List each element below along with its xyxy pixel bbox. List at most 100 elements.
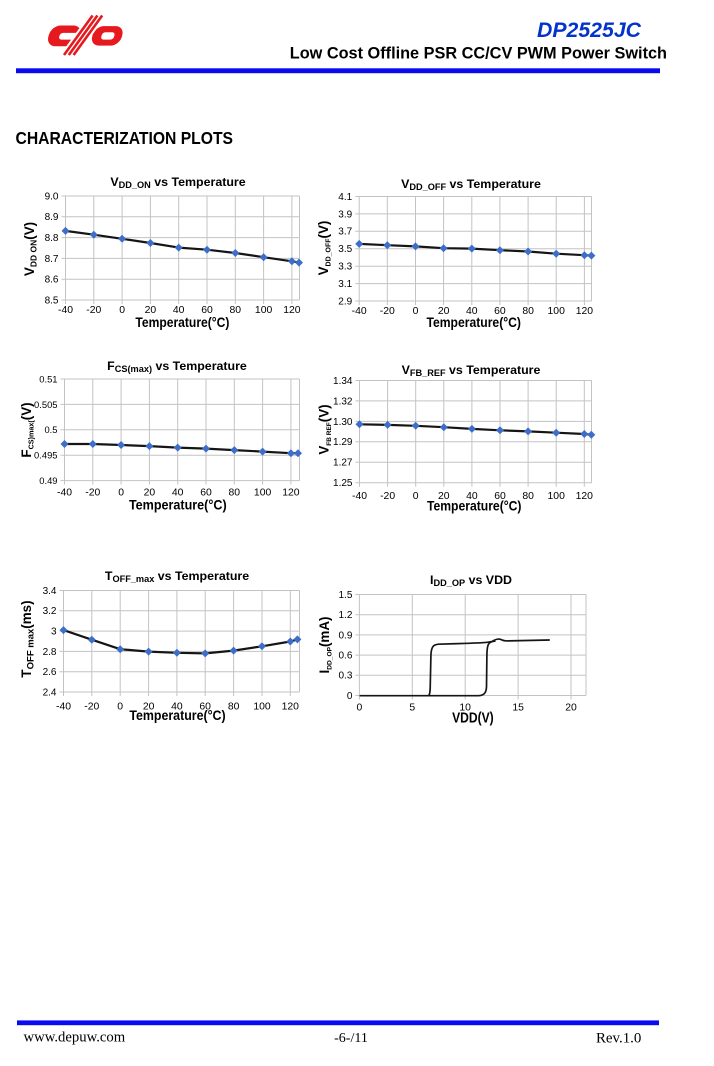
svg-text:0: 0	[413, 491, 419, 502]
svg-text:VDD_OFF vs Temperature: VDD_OFF vs Temperature	[401, 177, 541, 192]
svg-text:20: 20	[143, 701, 155, 712]
svg-text:VDD(V): VDD(V)	[452, 710, 494, 727]
svg-text:0.6: 0.6	[338, 651, 352, 662]
svg-text:100: 100	[255, 305, 273, 316]
svg-text:3.4: 3.4	[43, 586, 57, 597]
svg-text:Temperature(°C): Temperature(°C)	[426, 314, 521, 330]
svg-text:3.3: 3.3	[338, 262, 352, 273]
svg-text:40: 40	[466, 306, 478, 317]
svg-text:1.25: 1.25	[333, 478, 353, 489]
svg-text:40: 40	[171, 701, 183, 712]
svg-text:100: 100	[548, 491, 566, 502]
svg-text:3.5: 3.5	[338, 244, 352, 255]
svg-text:TOFF max(ms): TOFF max(ms)	[19, 600, 36, 677]
svg-text:1.27: 1.27	[333, 458, 353, 469]
svg-text:3.9: 3.9	[338, 209, 352, 220]
svg-text:0.51: 0.51	[39, 373, 57, 384]
svg-text:FCS)max((V): FCS)max((V)	[19, 402, 35, 457]
svg-text:15: 15	[512, 703, 524, 714]
svg-text:0: 0	[119, 305, 125, 316]
svg-text:-40: -40	[56, 701, 71, 712]
svg-text:0: 0	[413, 306, 419, 317]
svg-text:0: 0	[347, 691, 353, 702]
svg-text:8.8: 8.8	[45, 233, 59, 244]
svg-text:0.505: 0.505	[34, 399, 57, 410]
svg-text:0: 0	[117, 701, 123, 712]
svg-text:80: 80	[522, 491, 534, 502]
svg-text:-40: -40	[58, 305, 73, 316]
svg-text:60: 60	[200, 487, 212, 498]
svg-text:80: 80	[522, 306, 534, 317]
svg-text:100: 100	[548, 306, 566, 317]
svg-text:1.30: 1.30	[333, 417, 353, 428]
svg-text:60: 60	[201, 305, 213, 316]
svg-text:60: 60	[494, 491, 506, 502]
svg-text:120: 120	[282, 701, 300, 712]
svg-text:TOFF_max vs Temperature: TOFF_max vs Temperature	[105, 569, 249, 584]
svg-text:0: 0	[357, 703, 363, 714]
svg-text:Temperature(°C): Temperature(°C)	[129, 707, 225, 723]
svg-text:FCS(max) vs Temperature: FCS(max) vs Temperature	[107, 359, 247, 374]
svg-text:-40: -40	[57, 487, 72, 498]
svg-text:40: 40	[172, 487, 184, 498]
svg-text:1.32: 1.32	[333, 396, 353, 407]
svg-text:-6-/11: -6-/11	[334, 1031, 368, 1046]
svg-text:40: 40	[173, 305, 185, 316]
svg-text:40: 40	[466, 491, 478, 502]
svg-text:0.3: 0.3	[338, 671, 352, 682]
svg-text:2.4: 2.4	[43, 687, 57, 698]
svg-text:80: 80	[230, 305, 242, 316]
svg-text:-20: -20	[85, 487, 100, 498]
svg-text:IDD_OP(mA): IDD_OP(mA)	[317, 617, 333, 674]
svg-text:1.34: 1.34	[333, 376, 353, 387]
svg-text:3.2: 3.2	[43, 606, 57, 617]
svg-text:60: 60	[199, 701, 211, 712]
svg-text:VDD_OFF(V): VDD_OFF(V)	[316, 221, 332, 276]
svg-text:VDD_ON vs Temperature: VDD_ON vs Temperature	[110, 175, 245, 190]
svg-text:120: 120	[282, 487, 300, 498]
svg-text:120: 120	[283, 305, 301, 316]
svg-text:VDD ON(V): VDD ON(V)	[22, 222, 38, 276]
svg-text:8.9: 8.9	[45, 212, 59, 223]
svg-text:20: 20	[565, 703, 577, 714]
svg-text:2.9: 2.9	[338, 296, 352, 307]
svg-text:1.2: 1.2	[338, 610, 352, 621]
svg-text:1.5: 1.5	[338, 590, 352, 601]
svg-text:2.8: 2.8	[43, 647, 57, 658]
svg-text:-20: -20	[380, 491, 395, 502]
svg-text:100: 100	[254, 487, 272, 498]
svg-text:DP2525JC: DP2525JC	[537, 18, 641, 42]
svg-text:80: 80	[229, 487, 241, 498]
svg-text:0: 0	[118, 487, 124, 498]
svg-text:www.depuw.com: www.depuw.com	[24, 1030, 126, 1046]
svg-text:60: 60	[494, 306, 506, 317]
svg-text:120: 120	[576, 491, 594, 502]
svg-text:3.1: 3.1	[338, 279, 352, 290]
svg-text:0.5: 0.5	[44, 424, 57, 435]
svg-text:-20: -20	[86, 305, 101, 316]
svg-text:5: 5	[409, 703, 415, 714]
svg-text:CHARACTERIZATION PLOTS: CHARACTERIZATION PLOTS	[16, 128, 234, 148]
svg-text:Temperature(°C): Temperature(°C)	[135, 314, 229, 330]
svg-text:2.6: 2.6	[43, 667, 57, 678]
svg-text:Rev.1.0: Rev.1.0	[596, 1031, 641, 1047]
svg-text:9.0: 9.0	[45, 191, 59, 202]
svg-text:-20: -20	[380, 306, 395, 317]
svg-text:20: 20	[438, 306, 450, 317]
svg-text:VFB REF(V): VFB REF(V)	[317, 404, 333, 454]
svg-text:4.1: 4.1	[338, 192, 352, 203]
svg-text:Temperature(°C): Temperature(°C)	[129, 497, 227, 513]
svg-text:1.29: 1.29	[333, 437, 353, 448]
svg-text:20: 20	[144, 487, 156, 498]
svg-text:100: 100	[253, 701, 271, 712]
svg-text:0.49: 0.49	[39, 475, 57, 486]
svg-text:10: 10	[459, 703, 471, 714]
svg-text:120: 120	[576, 306, 594, 317]
svg-text:8.7: 8.7	[45, 254, 59, 265]
svg-text:8.6: 8.6	[45, 275, 59, 286]
svg-text:-40: -40	[352, 491, 367, 502]
svg-text:-20: -20	[84, 701, 99, 712]
svg-text:80: 80	[228, 701, 240, 712]
svg-text:3: 3	[51, 627, 57, 638]
svg-text:8.5: 8.5	[45, 295, 59, 306]
